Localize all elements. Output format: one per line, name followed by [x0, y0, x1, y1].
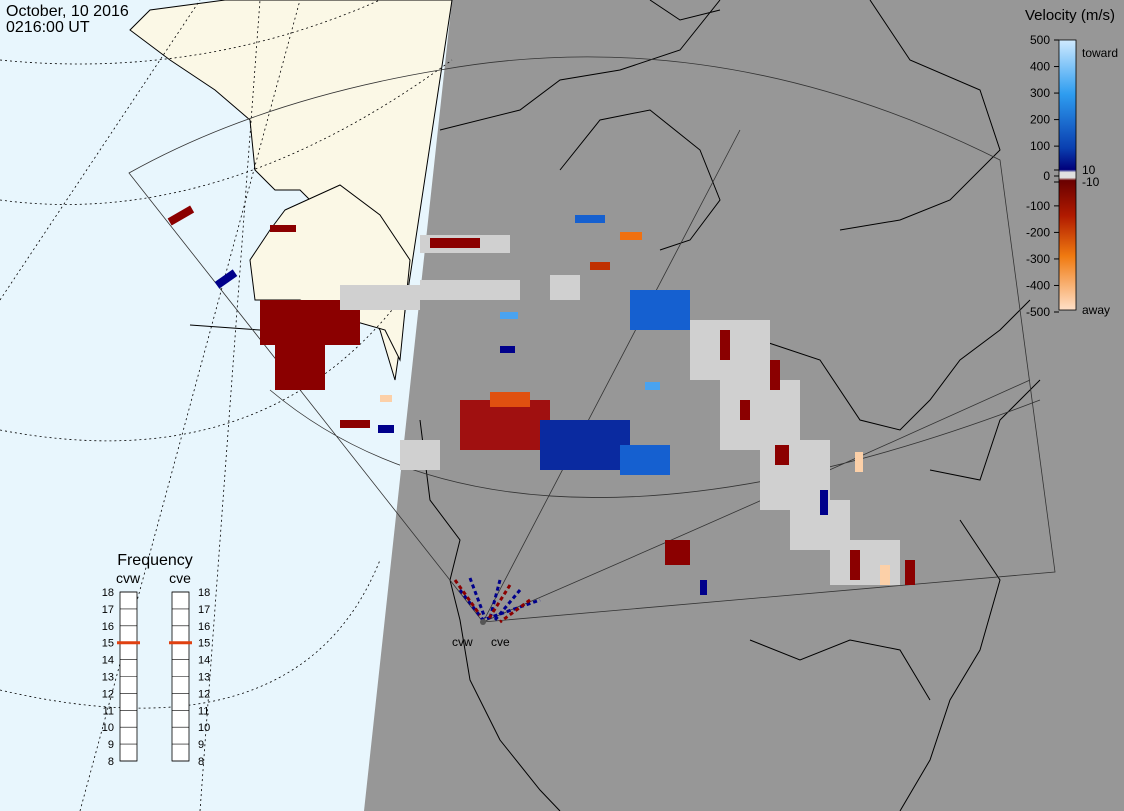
cell — [270, 225, 296, 232]
cell — [620, 445, 670, 475]
cell — [720, 380, 800, 450]
cell — [167, 205, 195, 226]
cell — [400, 440, 440, 470]
frequency-tick-label: 13 — [198, 672, 210, 684]
colorbar-title: Velocity (m/s) — [1025, 7, 1115, 24]
cell — [340, 420, 370, 428]
cell — [905, 560, 915, 585]
frequency-radar-name: cvw — [116, 570, 141, 586]
time-label: 0216:00 UT — [6, 19, 90, 36]
cell — [378, 425, 394, 433]
cell — [620, 232, 642, 240]
colorbar-tick-label: -200 — [1026, 225, 1050, 239]
frequency-tick-label: 10 — [102, 722, 114, 734]
date-label: October, 10 2016 — [6, 3, 129, 20]
frequency-tick-label: 10 — [198, 722, 210, 734]
cell — [275, 345, 325, 390]
frequency-title: Frequency — [117, 552, 193, 569]
cell — [775, 445, 789, 465]
field-of-view — [128, 56, 1056, 623]
frequency-tick-label: 16 — [102, 621, 114, 633]
colorbar-end-label: toward — [1082, 46, 1118, 60]
cell — [820, 490, 828, 515]
colorbar-tick-label: -500 — [1026, 305, 1050, 319]
radar-cells — [167, 205, 915, 624]
colorbar-tick-label: 500 — [1030, 33, 1050, 47]
frequency-tick-label: 18 — [198, 587, 210, 599]
frequency-tick-label: 12 — [102, 688, 114, 700]
cell — [420, 280, 520, 300]
frequency-tick-label: 8 — [198, 756, 204, 768]
frequency-tick-label: 15 — [102, 638, 114, 650]
colorbar-tick-label: 10 — [1082, 163, 1096, 177]
radar-label: cve — [491, 635, 510, 649]
cell — [590, 262, 610, 270]
frequency-tick-label: 14 — [102, 655, 114, 667]
cell — [630, 290, 690, 330]
frequency-tick-label: 9 — [198, 739, 204, 751]
frequency-tick-label: 17 — [198, 604, 210, 616]
frequency-tick-label: 9 — [108, 739, 114, 751]
cell — [665, 540, 690, 565]
cell — [460, 400, 550, 450]
frequency-tick-label: 14 — [198, 655, 210, 667]
cell — [214, 269, 238, 289]
radar-site — [480, 619, 486, 625]
cell — [760, 440, 830, 510]
frequency-tick-label: 17 — [102, 604, 114, 616]
cell — [720, 330, 730, 360]
colorbar-tick-label: 100 — [1030, 139, 1050, 153]
frequency-tick-label: 8 — [108, 756, 114, 768]
colorbar-tick-label: 200 — [1030, 113, 1050, 127]
frequency-radar-name: cve — [169, 570, 191, 586]
cell — [500, 346, 515, 353]
colorbar-tick-label: -10 — [1082, 175, 1100, 189]
cell — [645, 382, 660, 390]
cell — [855, 452, 863, 472]
cell — [430, 238, 480, 248]
cell-fan — [453, 579, 531, 624]
cell — [740, 400, 750, 420]
frequency-tick-label: 18 — [102, 587, 114, 599]
colorbar-tick-label: -100 — [1026, 199, 1050, 213]
colorbar-tick-label: 300 — [1030, 86, 1050, 100]
cell — [575, 215, 605, 223]
colorbar — [1058, 39, 1077, 311]
cell — [850, 550, 860, 580]
cell — [770, 360, 780, 390]
colorbar-tick-label: 400 — [1030, 60, 1050, 74]
cell — [880, 565, 890, 585]
frequency-tick-label: 16 — [198, 621, 210, 633]
frequency-tick-label: 12 — [198, 688, 210, 700]
cell — [500, 312, 518, 319]
colorbar-tick-label: 0 — [1043, 169, 1050, 183]
frequency-tick-label: 11 — [103, 705, 114, 717]
frequency-panel: cvw18171615141312111098cve18171615141312… — [102, 570, 211, 768]
frequency-tick-label: 15 — [198, 638, 210, 650]
cell — [540, 420, 630, 470]
colorbar-end-label: away — [1082, 303, 1110, 317]
colorbar-tick-label: -400 — [1026, 278, 1050, 292]
coastline — [419, 0, 1041, 811]
frequency-tick-label: 11 — [198, 705, 209, 717]
colorbar-tick-label: -300 — [1026, 252, 1050, 266]
cell — [700, 580, 707, 595]
cell — [380, 395, 392, 402]
radar-label: cvw — [452, 635, 473, 649]
cell — [550, 275, 580, 300]
graticule — [0, 0, 453, 811]
cell — [490, 392, 530, 407]
frequency-tick-label: 13 — [102, 672, 114, 684]
cell — [340, 285, 420, 310]
